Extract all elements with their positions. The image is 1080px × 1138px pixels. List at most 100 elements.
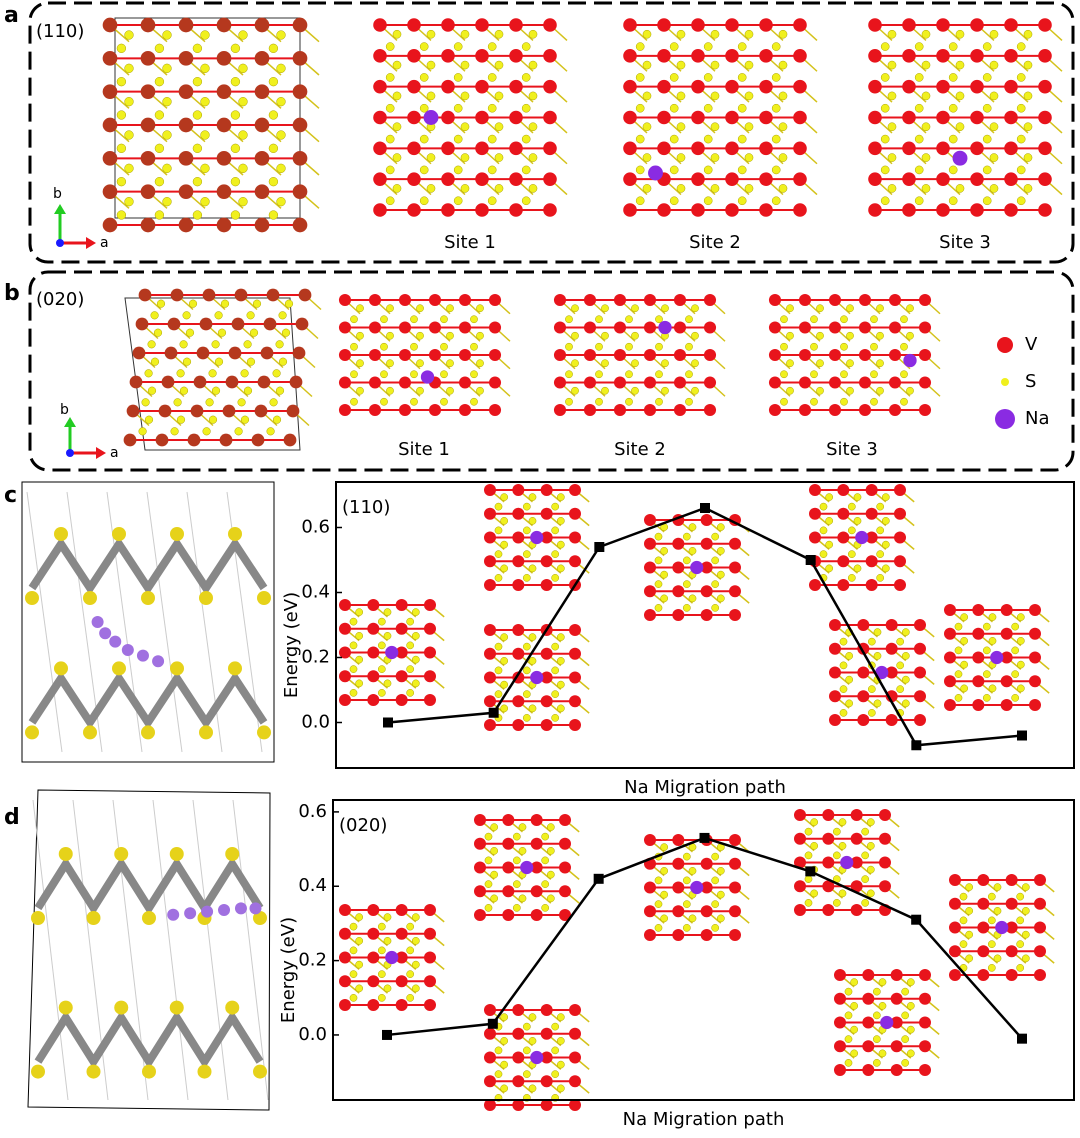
- sulfur-atom: [876, 526, 885, 535]
- vanadium-atom: [834, 1040, 846, 1053]
- vanadium-atom: [868, 18, 882, 32]
- structure-images: [21, 17, 1063, 1111]
- vanadium-atom: [424, 927, 436, 940]
- sulfur-atom: [521, 42, 531, 51]
- vanadium-atom: [123, 433, 137, 447]
- sulfur-atom: [54, 527, 68, 541]
- vanadium-atom: [553, 376, 567, 389]
- sulfur-atom: [595, 342, 603, 351]
- vanadium-atom: [216, 117, 232, 133]
- vanadium-atom: [703, 293, 717, 307]
- sulfur-atom: [268, 110, 279, 120]
- sulfur-atom: [522, 526, 531, 535]
- vanadium-atom: [367, 646, 380, 659]
- vanadium-atom: [228, 346, 242, 360]
- crystal: [644, 514, 750, 621]
- vanadium-atom: [944, 604, 956, 616]
- vanadium-atom: [502, 885, 515, 898]
- sulfur-atom: [866, 889, 875, 898]
- sulfur-atom: [272, 369, 281, 378]
- sulfur-atom: [500, 1037, 509, 1045]
- sulfur-atom: [642, 153, 652, 162]
- sulfur-atom: [887, 91, 897, 101]
- sulfur-atom: [778, 122, 788, 132]
- unit-cell: [21, 481, 275, 763]
- vanadium-atom: [424, 975, 436, 988]
- sulfur-atom: [685, 315, 693, 324]
- sulfur-atom: [914, 103, 924, 113]
- y-tick-label: 0.4: [298, 875, 327, 896]
- sulfur-atom: [406, 970, 415, 978]
- vanadium-atom: [858, 321, 872, 334]
- vanadium-atom: [914, 619, 926, 631]
- sulfur-atom: [355, 937, 364, 945]
- vanadium-atom: [703, 403, 717, 417]
- sulfur-atom: [446, 304, 454, 313]
- vanadium-atom: [512, 579, 525, 591]
- sulfur-atom: [914, 73, 924, 82]
- sulfur-atom: [625, 370, 633, 379]
- axis-label: a: [100, 235, 109, 251]
- vanadium-atom: [540, 647, 553, 660]
- sulfur-atom: [688, 594, 697, 603]
- vanadium-atom: [395, 694, 408, 706]
- vanadium-atom: [829, 619, 841, 631]
- sulfur-atom: [460, 184, 470, 193]
- point: [699, 832, 710, 843]
- vanadium-atom: [193, 375, 207, 389]
- vanadium-atom: [822, 880, 835, 893]
- bond: [32, 799, 69, 1101]
- vanadium-atom: [850, 904, 863, 916]
- sulfur-atom: [989, 60, 999, 70]
- sulfur-atom: [385, 134, 395, 144]
- vanadium-atom: [858, 376, 872, 389]
- sulfur-atom: [878, 978, 887, 986]
- sulfur-atom: [873, 652, 882, 660]
- vanadium-atom: [793, 110, 807, 125]
- vanadium-atom: [178, 151, 194, 166]
- vanadium-atom: [569, 1099, 581, 1111]
- sulfur-atom: [141, 591, 155, 605]
- sulfur-atom: [625, 342, 633, 351]
- vanadium-atom: [368, 376, 382, 389]
- sulfur-atom: [839, 709, 848, 717]
- vanadium-atom: [368, 293, 382, 307]
- vanadium-atom: [657, 18, 671, 32]
- sulfur-atom: [411, 608, 420, 616]
- vanadium-atom: [902, 203, 916, 217]
- sulfur-atom: [954, 694, 963, 702]
- crystal: [484, 484, 590, 591]
- sulfur-atom: [453, 42, 463, 51]
- vanadium-atom: [972, 675, 985, 688]
- vanadium-atom: [944, 675, 956, 688]
- sulfur-atom: [711, 924, 720, 932]
- crystal: [623, 18, 818, 217]
- vanadium-atom: [970, 203, 984, 217]
- vanadium-atom: [1004, 203, 1018, 217]
- sulfur-atom: [876, 331, 884, 340]
- point: [594, 542, 605, 552]
- vanadium-atom: [367, 951, 380, 964]
- sulfur-atom: [669, 103, 679, 113]
- sulfur-atom: [541, 856, 550, 865]
- sulfur-atom: [185, 328, 195, 337]
- sulfur-atom: [518, 894, 527, 903]
- vanadium-atom: [768, 293, 782, 307]
- point: [383, 717, 393, 728]
- sodium-atom: [184, 907, 197, 920]
- vanadium-atom: [902, 110, 916, 125]
- sulfur-atom: [276, 163, 286, 173]
- vanadium-atom: [475, 203, 489, 217]
- sulfur-atom: [959, 892, 968, 901]
- sulfur-atom: [355, 913, 364, 921]
- vanadium-atom: [254, 51, 270, 66]
- sodium-atom: [385, 645, 399, 660]
- sulfur-atom: [771, 73, 781, 82]
- vanadium-atom: [543, 172, 557, 186]
- sulfur-atom: [655, 342, 663, 351]
- sulfur-atom: [654, 532, 663, 541]
- site-label: Site 3: [939, 232, 991, 253]
- sulfur-atom: [528, 1084, 537, 1093]
- vanadium-atom: [673, 403, 687, 417]
- sulfur-atom: [642, 122, 652, 132]
